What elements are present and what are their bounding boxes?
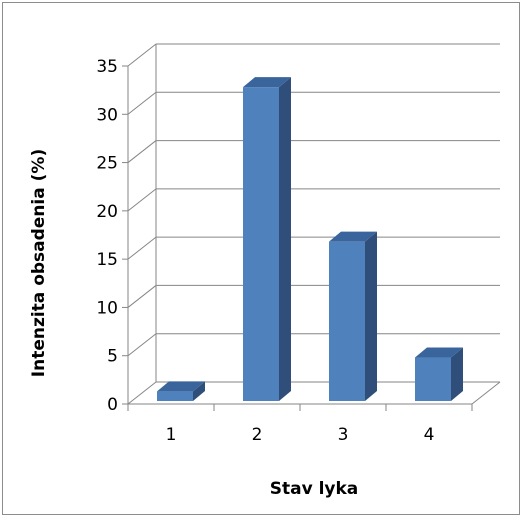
chart-floor	[127, 381, 501, 411]
y-tick-label: 35	[96, 57, 118, 77]
bars	[157, 77, 463, 402]
gridline-depth	[127, 381, 157, 405]
y-tick-label: 20	[96, 202, 118, 222]
bar	[243, 87, 279, 402]
x-tick-label: 3	[338, 425, 349, 445]
y-tick-label: 5	[107, 347, 118, 367]
y-axis-title: Intenzita obsadenia (%)	[29, 149, 49, 377]
floor-edge	[471, 381, 501, 405]
gridline-depth	[127, 333, 157, 357]
x-axis-title: Stav lyka	[270, 479, 359, 499]
bar-side	[365, 231, 377, 401]
bar-top	[415, 347, 463, 358]
bar-side	[193, 381, 205, 401]
x-tick-labels: 1 2 3 4	[166, 425, 435, 445]
y-tick-label: 15	[96, 250, 118, 270]
y-tick-label: 0	[107, 395, 118, 415]
bar-top	[243, 77, 291, 88]
bar-side	[451, 347, 463, 401]
gridline-depth	[127, 91, 157, 115]
bar-top	[157, 381, 205, 392]
x-tick-label: 2	[252, 425, 263, 445]
gridline-depth	[127, 188, 157, 212]
gridline-depth	[127, 285, 157, 308]
bar	[157, 391, 193, 401]
gridline-depth	[127, 43, 157, 67]
bar-top	[329, 231, 377, 242]
y-tick-label: 25	[96, 154, 118, 174]
x-tick-label: 4	[424, 425, 435, 445]
y-tick-label: 30	[96, 105, 118, 125]
bar	[329, 241, 365, 401]
gridline-depth	[127, 140, 157, 163]
y-tick-labels: 0 5 10 15 20 25 30 35	[96, 57, 118, 415]
y-tick-label: 10	[96, 298, 118, 318]
gridline-depth	[127, 236, 157, 260]
bar-side	[279, 77, 291, 402]
bar	[415, 357, 451, 401]
x-tick-label: 1	[166, 425, 177, 445]
